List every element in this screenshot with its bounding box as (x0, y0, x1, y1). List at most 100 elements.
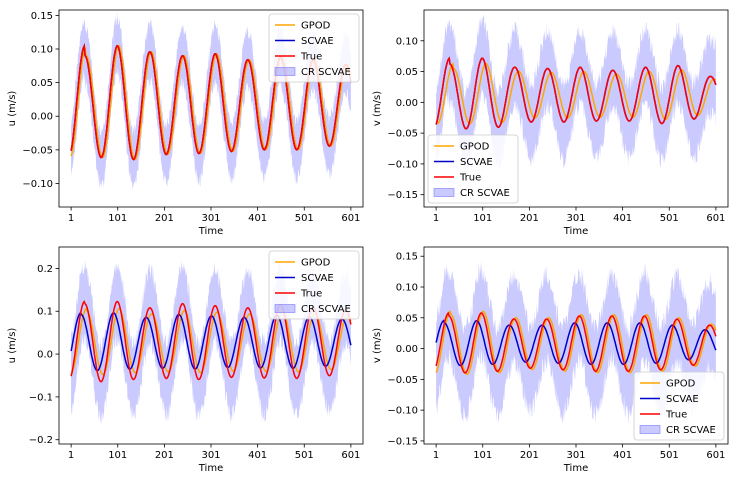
y-tick-label: 0.15 (396, 252, 418, 263)
x-tick-label: 201 (155, 450, 174, 461)
y-axis-label: v (m/s) (372, 328, 383, 363)
y-tick-label: −0.15 (387, 190, 418, 201)
x-axis-label: Time (563, 226, 588, 237)
legend-label: SCVAE (460, 157, 493, 168)
series-line-true (435, 311, 717, 374)
legend-swatch-band (274, 304, 296, 313)
x-tick-label: 601 (706, 450, 725, 461)
x-tick-label: 401 (613, 450, 632, 461)
legend-label: CR SCVAE (460, 188, 510, 199)
y-axis: −0.10 −0.05 0.00 0.05 0.10 0.15 (22, 11, 59, 190)
y-tick-label: −0.10 (387, 159, 418, 170)
legend-label: True (665, 410, 687, 421)
legend-label: SCVAE (301, 36, 334, 47)
legend-label: CR SCVAE (301, 67, 351, 78)
y-tick-label: −0.15 (387, 436, 418, 447)
legend: GPOD SCVAE True CR SCVAE (268, 13, 360, 83)
x-tick-label: 501 (660, 450, 679, 461)
x-tick-label: 301 (566, 213, 585, 224)
x-tick-label: 601 (706, 213, 725, 224)
y-tick-label: −0.05 (22, 145, 53, 156)
x-axis: 1 101 201 301 401 501 601 (433, 207, 725, 224)
y-tick-label: 0.10 (31, 44, 53, 55)
legend-swatch-band (639, 425, 661, 434)
y-tick-label: 0.15 (31, 11, 53, 22)
y-tick-label: 0.05 (396, 313, 418, 324)
series-line-true (70, 43, 352, 161)
y-tick-label: −0.2 (29, 435, 53, 446)
x-tick-label: 201 (520, 213, 539, 224)
y-tick-label: 0.10 (396, 283, 418, 294)
y-tick-label: 0.2 (37, 264, 53, 275)
x-tick-label: 501 (295, 213, 314, 224)
legend-label: SCVAE (301, 273, 334, 284)
y-tick-label: 0.10 (396, 36, 418, 47)
x-tick-label: 101 (108, 450, 127, 461)
legend-swatch-band (433, 188, 455, 197)
x-tick-label: 301 (566, 450, 585, 461)
chart-panel-1: 1 101 201 301 401 501 601 −0.10 −0.05 0.00 0.05 0.1… (7, 9, 364, 237)
x-tick-label: 101 (108, 213, 127, 224)
y-tick-label: 0.05 (31, 78, 53, 89)
y-tick-label: 0.00 (396, 344, 418, 355)
chart-panel-4: 1 101 201 301 401 501 601 −0.15 −0.10 −0.05 0.00 0.… (372, 246, 729, 474)
x-tick-label: 501 (660, 213, 679, 224)
y-tick-label: −0.05 (387, 375, 418, 386)
series-line-gpod (70, 307, 352, 376)
legend-label: CR SCVAE (666, 425, 716, 436)
x-tick-label: 1 (433, 213, 439, 224)
y-tick-label: 0.00 (31, 112, 53, 123)
y-tick-label: 0.00 (396, 98, 418, 109)
confidence-band (436, 260, 716, 425)
y-tick-label: 0.05 (396, 67, 418, 78)
series-line-gpod (435, 62, 717, 125)
x-tick-label: 401 (248, 213, 267, 224)
legend: GPOD SCVAE True CR SCVAE (268, 250, 360, 320)
y-axis: −0.15 −0.10 −0.05 0.00 0.05 0.10 (387, 36, 424, 201)
chart-panel-2: 1 101 201 301 401 501 601 −0.15 −0.10 −0.05 0.00 0.… (372, 9, 729, 237)
legend-box (268, 250, 360, 320)
series-line-true (70, 300, 352, 383)
x-axis-label: Time (198, 226, 223, 237)
x-tick-label: 301 (201, 213, 220, 224)
legend: GPOD SCVAE True CR SCVAE (427, 134, 519, 204)
x-axis: 1 101 201 301 401 501 601 (68, 444, 360, 461)
y-tick-label: −0.10 (387, 406, 418, 417)
chart-panel-3: 1 101 201 301 401 501 601 −0.2 −0.1 0.0 0.1 0.2 Time… (7, 246, 364, 474)
y-tick-label: 0.0 (37, 350, 53, 361)
x-tick-label: 201 (155, 213, 174, 224)
y-axis: −0.15 −0.10 −0.05 0.00 0.05 0.10 0.15 (387, 252, 424, 447)
x-tick-label: 101 (473, 450, 492, 461)
legend-box (633, 371, 725, 441)
legend-label: GPOD (666, 379, 696, 390)
y-axis-label: u (m/s) (7, 91, 18, 127)
y-tick-label: −0.05 (387, 129, 418, 140)
legend-label: True (300, 52, 322, 63)
x-tick-label: 1 (433, 450, 439, 461)
legend-label: True (459, 173, 481, 184)
x-axis-label: Time (563, 463, 588, 474)
x-tick-label: 201 (520, 450, 539, 461)
x-tick-label: 601 (341, 450, 360, 461)
legend-label: GPOD (301, 21, 331, 32)
x-tick-label: 101 (473, 213, 492, 224)
legend-label: True (300, 289, 322, 300)
legend: GPOD SCVAE True CR SCVAE (633, 371, 725, 441)
legend-label: GPOD (301, 258, 331, 269)
legend-label: CR SCVAE (301, 304, 351, 315)
legend-label: GPOD (460, 142, 490, 153)
y-axis-label: v (m/s) (372, 91, 383, 126)
x-axis: 1 101 201 301 401 501 601 (68, 207, 360, 224)
x-tick-label: 1 (68, 213, 74, 224)
y-tick-label: −0.10 (22, 179, 53, 190)
legend-swatch-band (274, 67, 296, 76)
legend-label: SCVAE (666, 394, 699, 405)
series-line-gpod (435, 309, 717, 376)
y-tick-label: 0.1 (37, 307, 53, 318)
y-tick-label: −0.1 (29, 392, 53, 403)
legend-box (427, 134, 519, 204)
y-axis: −0.2 −0.1 0.0 0.1 0.2 (29, 264, 59, 446)
legend-box (268, 13, 360, 83)
y-axis-label: u (m/s) (7, 328, 18, 364)
